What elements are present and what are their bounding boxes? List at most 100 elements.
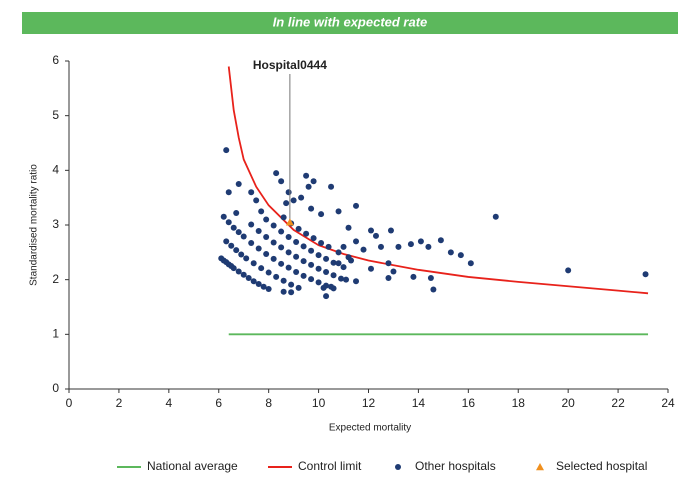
hospital-point (273, 170, 280, 177)
hospital-point (223, 238, 230, 245)
hospital-point (248, 221, 255, 228)
hospital-point (278, 244, 285, 251)
hospital-point (285, 264, 292, 271)
hospital-point (330, 259, 337, 266)
hospital-point (427, 275, 434, 282)
hospital-point (565, 267, 572, 274)
hospital-point (280, 214, 287, 221)
hospital-point (290, 197, 297, 204)
hospital-point (360, 246, 367, 253)
hospital-point (263, 234, 270, 241)
hospital-point (278, 260, 285, 267)
hospital-point (367, 227, 374, 234)
hospital-point (385, 275, 392, 282)
hospital-point (293, 253, 300, 260)
x-tick-label: 6 (215, 396, 222, 410)
hospital-point (270, 255, 277, 262)
hospital-point (265, 285, 272, 292)
hospital-point (325, 243, 332, 250)
selected-point (285, 218, 294, 226)
hospital-point (353, 238, 360, 245)
hospital-point (390, 268, 397, 275)
x-tick-label: 20 (561, 396, 575, 410)
hospital-point (642, 271, 649, 278)
hospital-point (278, 178, 285, 185)
hospital-point (328, 283, 335, 290)
hospital-point (425, 243, 432, 250)
hospital-point (255, 281, 262, 288)
hospital-point (315, 252, 322, 259)
x-tick-label: 10 (312, 396, 326, 410)
hospital-point (255, 245, 262, 252)
hospital-point (255, 228, 262, 235)
hospital-point (353, 278, 360, 285)
hospital-point (270, 222, 277, 229)
hospital-point (410, 273, 417, 280)
chart-title: In line with expected rate (273, 14, 428, 29)
y-tick-label: 0 (52, 381, 59, 395)
hospital-point (240, 233, 247, 240)
banner (22, 12, 678, 34)
annotation: Hospital0444 (253, 58, 327, 72)
series-line (227, 66, 649, 295)
hospital-point (417, 238, 424, 245)
hospital-point (228, 242, 235, 249)
hospital-point (377, 243, 384, 250)
hospital-point (250, 278, 257, 285)
hospital-point (235, 268, 242, 275)
hospital-point (308, 261, 315, 268)
hospital-point (280, 277, 287, 284)
x-tick-label: 0 (66, 396, 73, 410)
legend-label: Control limit (298, 459, 362, 473)
hospital-point (330, 272, 337, 279)
legend-swatch (536, 463, 544, 471)
hospital-point (367, 265, 374, 272)
hospital-point (240, 271, 247, 278)
hospital-point (243, 255, 250, 262)
hospital-point (467, 260, 474, 267)
x-tick-label: 22 (611, 396, 625, 410)
hospital-point (248, 240, 255, 247)
hospital-point (335, 208, 342, 215)
x-tick-label: 2 (116, 396, 123, 410)
hospital-point (293, 269, 300, 276)
hospital-point (315, 279, 322, 286)
legend-label: Other hospitals (415, 459, 496, 473)
hospital-point (315, 265, 322, 272)
y-tick-label: 3 (52, 217, 59, 231)
hospital-point (310, 235, 317, 242)
hospital-point (235, 181, 242, 187)
hospital-point (308, 247, 315, 254)
hospital-point (338, 275, 345, 282)
hospital-point (345, 224, 352, 231)
x-tick-label: 16 (462, 396, 476, 410)
hospital-point (372, 232, 379, 239)
hospital-point (288, 281, 295, 288)
hospital-point (258, 265, 265, 272)
hospital-point (430, 286, 437, 293)
hospital-point (285, 249, 292, 256)
hospital-point (385, 260, 392, 267)
hospital-point (323, 255, 330, 262)
hospital-point (300, 272, 307, 279)
hospital-point (457, 252, 464, 259)
hospital-point (318, 211, 325, 218)
hospital-point (387, 227, 394, 234)
hospital-point (285, 234, 292, 241)
y-tick-label: 1 (52, 327, 59, 341)
hospital-point (250, 260, 257, 267)
hospital-point (288, 289, 295, 296)
hospital-point (263, 216, 270, 223)
hospital-point (323, 269, 330, 276)
hospital-point (233, 209, 240, 216)
x-tick-label: 18 (512, 396, 526, 410)
x-tick-label: 12 (362, 396, 376, 410)
hospital-point (220, 213, 227, 220)
hospital-point (492, 213, 499, 220)
hospital-point (235, 229, 242, 236)
hospital-point (310, 178, 317, 185)
hospital-point (225, 219, 232, 226)
hospital-point (447, 249, 454, 256)
x-tick-label: 24 (661, 396, 675, 410)
